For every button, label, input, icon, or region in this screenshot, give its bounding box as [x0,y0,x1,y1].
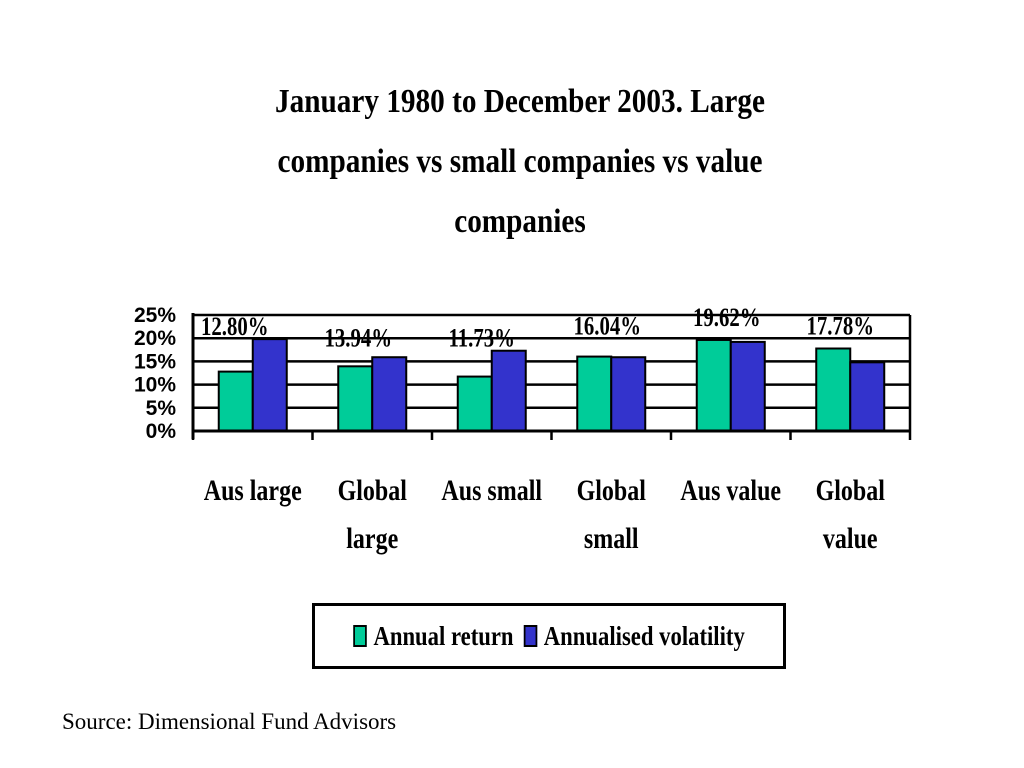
legend-entry-annual-return: Annual return [353,620,514,652]
data-label: 12.80% [201,313,269,342]
bar-annual-return [337,365,374,432]
data-label: 16.04% [573,312,641,341]
legend-entry-annualised-volatility: Annualised volatility [523,620,745,652]
chart-title-line: companies vs small companies vs value [277,143,763,180]
x-category-label: Aus small [441,473,542,506]
y-tick-label: 5% [146,397,177,420]
bar-annual-return [695,338,732,432]
x-category-label: Global [577,473,647,506]
bar-annualised-volatility [849,361,886,432]
chart-legend: Annual return Annualised volatility [312,603,786,669]
legend-swatch-annual-return [353,625,367,647]
x-category-label: Global [338,473,408,506]
bar-chart: 0%5%10%15%20%25% 12.80% 13.94% 11.73% 16.04%… [134,304,912,555]
source-note: Source: Dimensional Fund Advisors [62,709,397,734]
bar-annual-return [217,370,254,432]
y-tick-label: 10% [134,374,176,397]
chart-title-line: companies [454,203,586,240]
x-category-label: value [823,521,878,554]
bar-annual-return [456,375,493,433]
x-category-label: Aus value [680,473,781,506]
chart-title-line: January 1980 to December 2003. Large [275,83,765,120]
data-label: 17.78% [806,312,874,341]
data-label: 19.62% [693,304,761,333]
chart-title: January 1980 to December 2003. Large comp… [228,72,813,252]
x-category-label: small [584,521,639,554]
legend-label-annual-return: Annual return [373,620,514,651]
bar-annualised-volatility [490,349,527,432]
x-category-label: large [346,521,398,554]
legend-swatch-annualised-volatility [523,625,538,647]
y-tick-label: 15% [134,350,176,373]
bar-annualised-volatility [251,338,288,432]
bar-annualised-volatility [610,356,647,432]
bar-annualised-volatility [729,340,766,432]
y-tick-label: 0% [146,420,177,443]
x-category-label: Aus large [204,473,302,506]
y-tick-label: 25% [134,304,176,327]
bar-annual-return [576,355,613,432]
x-category-label: Global [816,473,886,506]
bar-annual-return [815,347,852,432]
data-label: 11.73% [449,325,515,354]
bar-annualised-volatility [371,356,408,432]
legend-label-annualised-volatility: Annualised volatility [543,620,745,651]
y-tick-label: 20% [134,327,176,350]
data-label: 13.94% [324,324,392,353]
